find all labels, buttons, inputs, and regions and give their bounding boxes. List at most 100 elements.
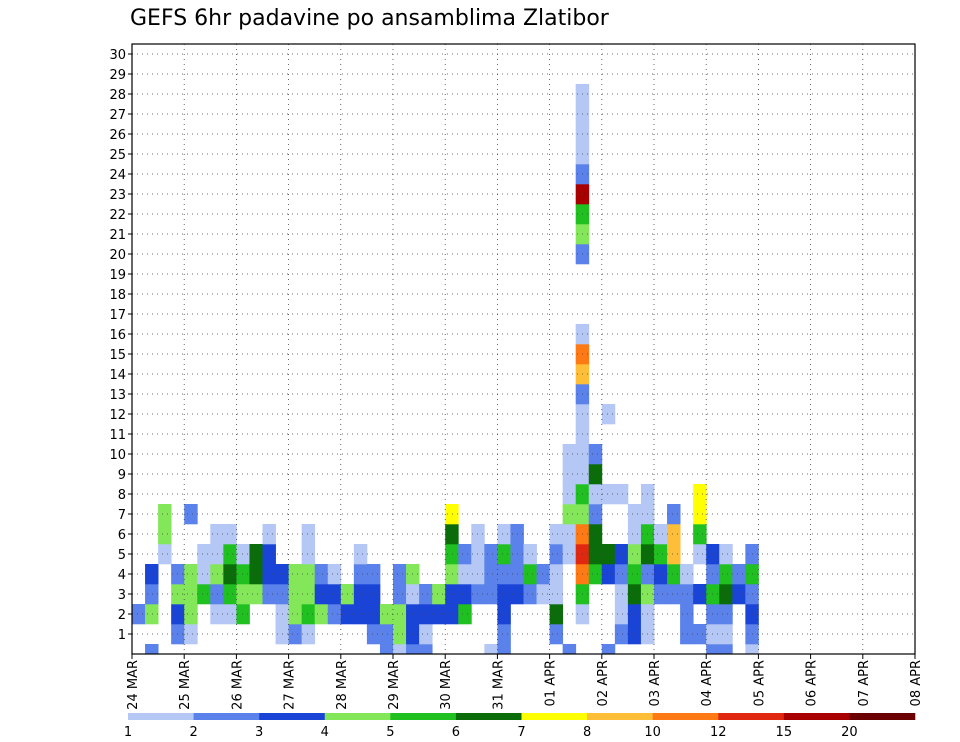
y-tick-label: 3 bbox=[118, 588, 126, 603]
y-tick-label: 7 bbox=[118, 508, 126, 523]
colorbar-label: 4 bbox=[321, 725, 329, 740]
heat-cell bbox=[667, 544, 681, 565]
heat-cell bbox=[445, 504, 459, 525]
heat-cell bbox=[301, 544, 316, 565]
heat-cell bbox=[523, 564, 537, 585]
heat-cell bbox=[314, 584, 329, 605]
heat-cell bbox=[458, 564, 472, 585]
y-tick-label: 14 bbox=[109, 368, 126, 383]
x-tick-label: 29 MAR bbox=[387, 660, 402, 710]
heat-cell bbox=[314, 564, 329, 585]
heat-cell bbox=[536, 584, 550, 605]
heat-cell bbox=[680, 564, 694, 585]
heat-cell bbox=[393, 624, 407, 645]
heat-cell bbox=[654, 524, 668, 545]
heat-cell bbox=[693, 584, 707, 605]
heat-cell bbox=[627, 604, 642, 625]
heat-cell bbox=[419, 644, 433, 654]
heat-cell bbox=[719, 644, 733, 654]
heat-cell bbox=[314, 604, 329, 625]
heat-cell bbox=[158, 544, 172, 565]
heat-cell bbox=[588, 444, 603, 465]
heat-cell bbox=[393, 584, 407, 605]
y-tick-label: 4 bbox=[118, 568, 126, 583]
heat-cell bbox=[353, 564, 368, 585]
heat-cell bbox=[301, 624, 316, 645]
colorbar-label: 3 bbox=[255, 725, 263, 740]
colorbar-label: 5 bbox=[386, 725, 394, 740]
y-tick-label: 13 bbox=[109, 388, 126, 403]
heat-cell bbox=[223, 524, 237, 545]
heat-cell bbox=[249, 584, 263, 605]
heat-cell bbox=[588, 504, 603, 525]
colorbar-label: 20 bbox=[841, 725, 858, 740]
y-tick-label: 22 bbox=[109, 208, 126, 223]
heat-cell bbox=[419, 584, 433, 605]
heat-cell bbox=[614, 604, 629, 625]
y-tick-label: 25 bbox=[109, 148, 126, 163]
heat-cell bbox=[393, 564, 407, 585]
x-tick-label: 04 APR bbox=[700, 660, 715, 706]
colorbar-segment bbox=[390, 713, 457, 720]
heat-cell bbox=[353, 584, 368, 605]
colorbar-segment bbox=[849, 713, 916, 720]
heat-cell bbox=[223, 584, 237, 605]
y-tick-label: 2 bbox=[118, 608, 126, 623]
heat-cell bbox=[184, 584, 198, 605]
heat-cell bbox=[601, 564, 616, 585]
heat-cell bbox=[627, 584, 642, 605]
heat-cell bbox=[588, 524, 603, 545]
heat-cell bbox=[262, 544, 276, 565]
heat-cell bbox=[680, 624, 694, 645]
x-tick-label: 08 APR bbox=[909, 660, 924, 706]
heat-cell bbox=[419, 624, 433, 645]
colorbar-segment bbox=[652, 713, 719, 720]
heat-cell bbox=[601, 484, 616, 505]
heat-cell bbox=[588, 544, 603, 565]
colorbar-label: 15 bbox=[776, 725, 793, 740]
heat-cell bbox=[680, 584, 694, 605]
heat-cell bbox=[379, 644, 394, 654]
x-tick-label: 03 APR bbox=[648, 660, 663, 706]
heat-cell bbox=[366, 584, 381, 605]
heat-cell bbox=[445, 584, 459, 605]
y-tick-label: 23 bbox=[109, 188, 126, 203]
heat-cell bbox=[562, 444, 577, 465]
heat-cell bbox=[184, 604, 198, 625]
y-tick-label: 28 bbox=[109, 88, 126, 103]
heat-cell bbox=[654, 544, 668, 565]
heat-cell bbox=[614, 584, 629, 605]
heat-cell bbox=[236, 604, 250, 625]
colorbar-segment bbox=[259, 713, 326, 720]
heat-cell bbox=[549, 524, 564, 545]
heat-cell bbox=[627, 524, 642, 545]
heat-cell bbox=[184, 504, 198, 525]
heat-cell bbox=[497, 644, 511, 654]
heat-cell bbox=[719, 624, 733, 645]
heat-cell bbox=[627, 564, 642, 585]
heat-cell bbox=[693, 524, 707, 545]
heat-cell bbox=[158, 504, 172, 525]
x-tick-label: 24 MAR bbox=[126, 660, 141, 710]
y-tick-label: 24 bbox=[109, 168, 126, 183]
colorbar-label: 2 bbox=[189, 725, 197, 740]
heat-cell bbox=[601, 544, 616, 565]
y-tick-label: 19 bbox=[109, 268, 126, 283]
heat-cell bbox=[654, 584, 668, 605]
heat-cell bbox=[627, 504, 642, 525]
heat-cell bbox=[497, 564, 511, 585]
heat-cell bbox=[732, 564, 746, 585]
heat-cell bbox=[432, 584, 446, 605]
heat-cell bbox=[223, 604, 237, 625]
heat-cell bbox=[484, 544, 498, 565]
colorbar-segment bbox=[324, 713, 391, 720]
y-tick-label: 6 bbox=[118, 528, 126, 543]
x-tick-label: 02 APR bbox=[596, 660, 611, 706]
heat-cell bbox=[379, 604, 394, 625]
heat-cell bbox=[145, 644, 159, 654]
heat-cell bbox=[379, 624, 394, 645]
heat-cell bbox=[693, 624, 707, 645]
heat-cell bbox=[614, 484, 629, 505]
heat-cell bbox=[236, 544, 250, 565]
x-tick-label: 28 MAR bbox=[335, 660, 350, 710]
